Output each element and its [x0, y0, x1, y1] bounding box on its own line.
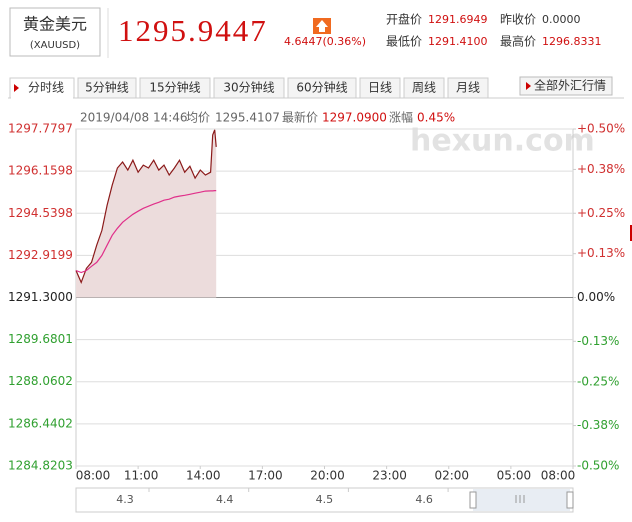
y2-tick-label: -0.38%	[577, 418, 619, 432]
x-tick-label: 02:00	[434, 469, 469, 483]
y2-tick-label: +0.38%	[577, 162, 625, 176]
tab-label[interactable]: 5分钟线	[85, 80, 129, 95]
edge-marker	[630, 225, 632, 241]
tab[interactable]	[287, 77, 357, 99]
y2-tick-label: -0.25%	[577, 374, 619, 388]
name: 黄金美元	[23, 15, 87, 34]
x-tick-label: 11:00	[124, 469, 159, 483]
button-arrow	[526, 82, 531, 90]
y-tick-label: 1288.0602	[8, 374, 73, 388]
y2-tick-label: +0.25%	[577, 206, 625, 220]
tab-label[interactable]: 分时线	[28, 81, 64, 95]
tab-label[interactable]: 月线	[456, 81, 480, 95]
y-tick-label: 1294.5398	[8, 206, 73, 220]
y-tick-label: 1284.8203	[8, 459, 73, 473]
navigator-grip	[515, 495, 525, 503]
prev-close-label: 昨收价	[500, 13, 536, 27]
tab-label[interactable]: 15分钟线	[149, 80, 200, 95]
info-avg-label: 均价	[186, 111, 210, 125]
y-tick-label: 1297.7797	[8, 122, 73, 136]
navigator-label: 4.3	[116, 493, 134, 506]
navigator-label: 4.4	[216, 493, 234, 506]
x-tick-label: 14:00	[186, 469, 221, 483]
info-change-label: 涨幅	[389, 110, 413, 125]
y2-tick-label: -0.13%	[577, 334, 619, 348]
y2-tick-label: -0.50%	[577, 459, 619, 473]
tab-label[interactable]: 60分钟线	[296, 80, 347, 95]
info-last-label: 最新价	[282, 110, 318, 125]
y2-tick-label: +0.13%	[577, 246, 625, 260]
name-box	[9, 7, 101, 57]
y2-tick-label: +0.50%	[577, 122, 625, 136]
y2-tick-label: 0.00%	[577, 290, 615, 304]
all-button-label[interactable]: 全部外汇行情	[534, 78, 606, 93]
series-line	[75, 129, 217, 285]
open: 1291.6949	[428, 13, 488, 26]
high: 1296.8331	[542, 35, 602, 48]
y-tick-label: 1291.3000	[8, 290, 73, 304]
tab-label[interactable]: 30分钟线	[223, 80, 274, 95]
x-tick-label: 05:00	[497, 469, 532, 483]
all-button[interactable]	[519, 76, 613, 96]
tab[interactable]	[403, 77, 445, 99]
tab[interactable]	[447, 77, 489, 99]
info-datetime: 2019/04/08 14:46	[80, 111, 188, 125]
navigator-handle[interactable]	[566, 491, 574, 509]
tab-label[interactable]: 日线	[368, 81, 392, 95]
y-tick-label: 1289.6801	[8, 332, 73, 346]
info-change: 0.45%	[417, 111, 455, 125]
tab-label[interactable]: 周线	[412, 81, 436, 95]
info-last: 1297.0900	[322, 111, 387, 125]
code: (XAUUSD)	[30, 40, 80, 51]
navigator-handle[interactable]	[469, 491, 477, 509]
tab-active-arrow	[14, 84, 19, 92]
high-label: 最高价	[500, 34, 536, 49]
prev-close: 0.0000	[542, 13, 581, 26]
y-tick-label: 1292.9199	[8, 248, 73, 262]
tab[interactable]	[359, 77, 401, 99]
navigator-label: 4.5	[316, 493, 334, 506]
navigator-window[interactable]	[473, 489, 570, 511]
tab[interactable]	[139, 77, 211, 99]
tab[interactable]	[213, 77, 285, 99]
open-label: 开盘价	[386, 12, 422, 27]
x-tick-label: 08:00	[541, 469, 576, 483]
navigator-label: 4.6	[415, 493, 433, 506]
price-area	[76, 129, 217, 298]
change: 4.6447(0.36%)	[284, 35, 366, 48]
price: 1295.9447	[118, 13, 268, 48]
x-tick-label: 23:00	[372, 469, 407, 483]
low-label: 最低价	[386, 35, 422, 49]
x-tick-label: 17:00	[248, 469, 283, 483]
low: 1291.4100	[428, 35, 488, 48]
tab[interactable]	[77, 77, 137, 99]
x-tick-label: 20:00	[310, 469, 345, 483]
info-avg: 1295.4107	[215, 111, 280, 125]
y-tick-label: 1296.1598	[8, 164, 73, 178]
series-line	[75, 190, 217, 274]
x-tick-label: 08:00	[76, 469, 111, 483]
up-arrow	[316, 20, 328, 32]
y-tick-label: 1286.4402	[8, 416, 73, 430]
